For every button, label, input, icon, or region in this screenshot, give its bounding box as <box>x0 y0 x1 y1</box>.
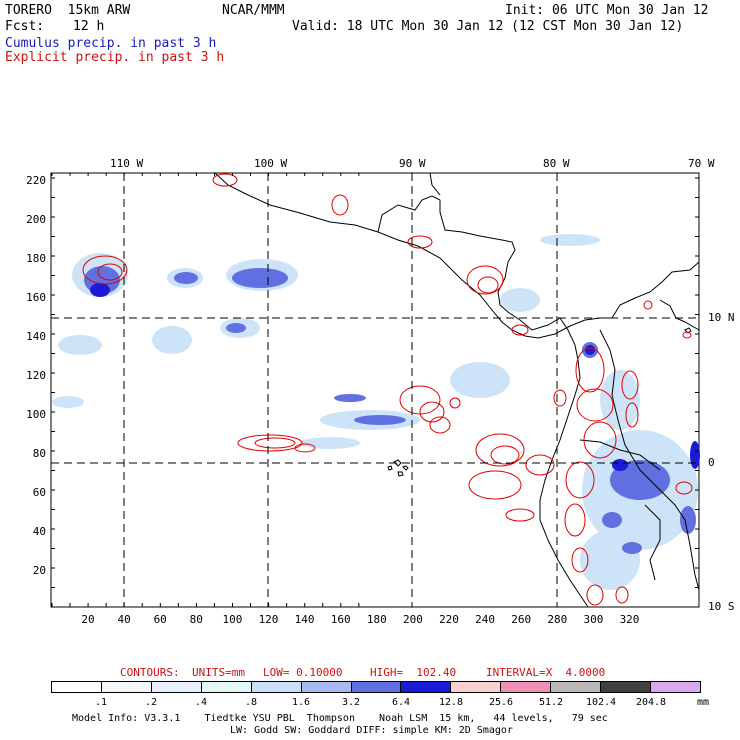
contours-high: HIGH= 102.40 <box>370 666 457 679</box>
colorbar-level-label: 1.6 <box>291 697 311 708</box>
colorbar-swatch <box>401 682 452 692</box>
tick-marks <box>51 173 699 608</box>
colorbar-level-label: 204.8 <box>635 697 667 708</box>
colorbar-swatch <box>101 682 152 692</box>
contours-label: CONTOURS: <box>120 666 180 679</box>
bottom-tick-label: 160 <box>330 613 351 626</box>
lon-label-100w: 100 W <box>254 157 288 170</box>
colorbar-swatch <box>201 682 252 692</box>
forecast-label: Fcst: <box>5 19 45 34</box>
colorbar-level-label: .8 <box>244 697 258 708</box>
model-info: Model Info: V3.3.1 Tiedtke YSU PBL Thomp… <box>72 713 608 724</box>
forecast-hour: 12 h <box>73 19 105 34</box>
explicit-precip-contours <box>82 173 693 606</box>
lon-label-110w: 110 W <box>110 157 144 170</box>
colorbar-level-label: 102.4 <box>585 697 617 708</box>
cumulus-field-label: Cumulus precip. in past 3 h <box>5 36 217 51</box>
map-frame <box>50 172 700 608</box>
bottom-tick-label: 260 <box>511 613 532 626</box>
physics-info: LW: Godd SW: Goddard DIFF: simple KM: 2D… <box>230 725 513 736</box>
bottom-tick-label: 60 <box>153 613 167 626</box>
colorbar-level-label: 25.6 <box>488 697 514 708</box>
lat-label-10n: 10 N <box>708 311 735 324</box>
colorbar-level-label: .2 <box>144 697 158 708</box>
colorbar-swatch <box>52 682 102 692</box>
bottom-tick-label: 220 <box>439 613 459 626</box>
colorbar-level-label: 51.2 <box>538 697 564 708</box>
left-tick-label: 40 <box>32 525 46 538</box>
bottom-tick-label: 120 <box>258 613 279 626</box>
lat-label-0: 0 <box>708 456 715 469</box>
left-tick-label: 220 <box>26 174 46 187</box>
colorbar-level-label: .4 <box>194 697 208 708</box>
init-time: Init: 06 UTC Mon 30 Jan 12 <box>505 3 709 18</box>
colorbar-swatch <box>501 682 552 692</box>
colorbar-level-label: 12.8 <box>438 697 464 708</box>
left-tick-label: 100 <box>26 408 46 421</box>
colorbar-swatch <box>351 682 402 692</box>
colorbar-swatch <box>251 682 302 692</box>
left-tick-label: 180 <box>26 252 46 265</box>
valid-time: Valid: 18 UTC Mon 30 Jan 12 (12 CST Mon … <box>292 19 684 34</box>
left-tick-label: 160 <box>26 291 46 304</box>
colorbar-swatch <box>651 682 700 692</box>
bottom-tick-label: 180 <box>366 613 387 626</box>
colorbar-unit: mm <box>697 697 710 708</box>
colorbar-level-label: 3.2 <box>341 697 361 708</box>
left-tick-label: 140 <box>26 330 46 343</box>
left-tick-label: 20 <box>32 564 46 577</box>
lon-label-90w: 90 W <box>399 157 426 170</box>
left-tick-label: 200 <box>26 213 46 226</box>
explicit-field-label: Explicit precip. in past 3 h <box>5 50 225 65</box>
colorbar-swatch <box>451 682 502 692</box>
bottom-tick-label: 320 <box>619 613 640 626</box>
colorbar-swatch <box>601 682 652 692</box>
lat-label-10s: 10 S <box>708 600 735 613</box>
bottom-tick-label: 300 <box>583 613 604 626</box>
bottom-tick-label: 200 <box>402 613 423 626</box>
bottom-tick-label: 40 <box>117 613 131 626</box>
colorbar <box>51 681 701 693</box>
model-title: TORERO 15km ARW <box>5 3 131 18</box>
contours-interval: INTERVAL=X 4.0000 <box>486 666 606 679</box>
graticule <box>51 173 699 607</box>
coastlines <box>214 172 700 608</box>
bottom-tick-label: 20 <box>81 613 95 626</box>
bottom-tick-label: 140 <box>294 613 315 626</box>
colorbar-level-label: .1 <box>94 697 108 708</box>
colorbar-level-label: 6.4 <box>391 697 411 708</box>
lon-label-80w: 80 W <box>543 157 570 170</box>
colorbar-swatch <box>301 682 352 692</box>
bottom-tick-label: 280 <box>547 613 568 626</box>
left-tick-label: 120 <box>26 369 46 382</box>
org-label: NCAR/MMM <box>222 3 285 18</box>
bottom-tick-label: 100 <box>222 613 243 626</box>
cumulus-precip-areas <box>52 234 700 590</box>
lon-label-70w: 70 W <box>688 157 715 170</box>
contours-units: UNITS=mm <box>192 666 245 679</box>
bottom-tick-label: 80 <box>189 613 203 626</box>
colorbar-swatch <box>551 682 602 692</box>
contours-low: LOW= 0.10000 <box>263 666 343 679</box>
bottom-tick-label: 240 <box>475 613 496 626</box>
colorbar-swatch <box>151 682 202 692</box>
left-tick-label: 80 <box>32 447 46 460</box>
left-tick-label: 60 <box>32 486 46 499</box>
